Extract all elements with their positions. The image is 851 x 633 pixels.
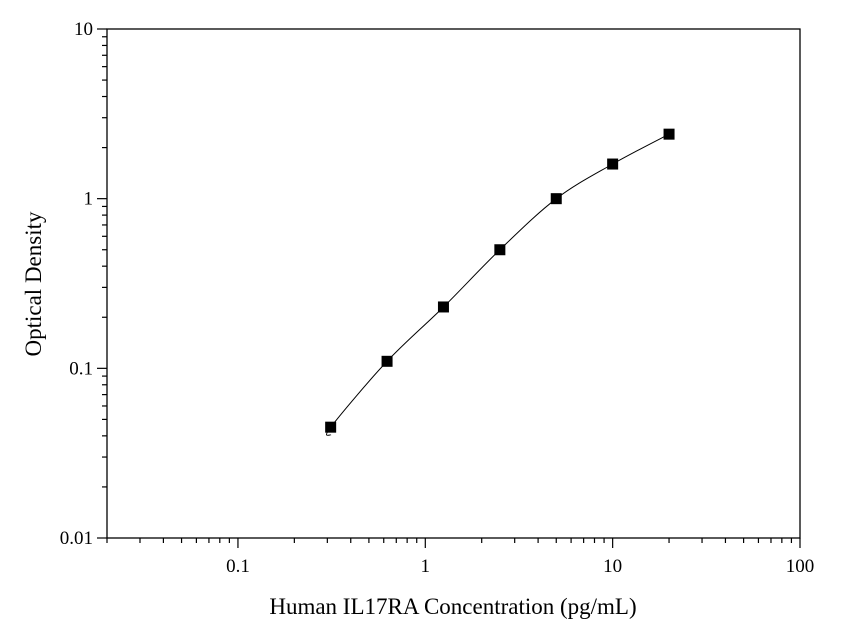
- y-tick-label: 1: [84, 189, 94, 210]
- y-tick-label: 0.01: [60, 528, 93, 549]
- data-series: [325, 128, 675, 436]
- axis-ticks: [97, 28, 801, 548]
- fit-curve: [326, 133, 670, 436]
- plot-frame: [106, 28, 801, 539]
- tick-labels: 0.1 1 10 100 0.01 0.1 1 10: [60, 19, 815, 577]
- y-axis-title: Optical Density: [21, 211, 46, 356]
- x-tick-label: 100: [786, 556, 815, 577]
- x-axis-title: Human IL17RA Concentration (pg/mL): [269, 594, 636, 619]
- data-point: [437, 301, 449, 313]
- y-tick-label: 10: [74, 19, 93, 40]
- x-tick-label: 1: [421, 556, 431, 577]
- x-tick-label: 10: [603, 556, 622, 577]
- data-point: [663, 128, 675, 140]
- data-point: [494, 244, 506, 256]
- data-point: [325, 421, 337, 433]
- x-tick-label: 0.1: [226, 556, 250, 577]
- data-point: [607, 158, 619, 170]
- data-point: [550, 193, 562, 205]
- y-tick-label: 0.1: [69, 358, 93, 379]
- data-point: [381, 355, 393, 367]
